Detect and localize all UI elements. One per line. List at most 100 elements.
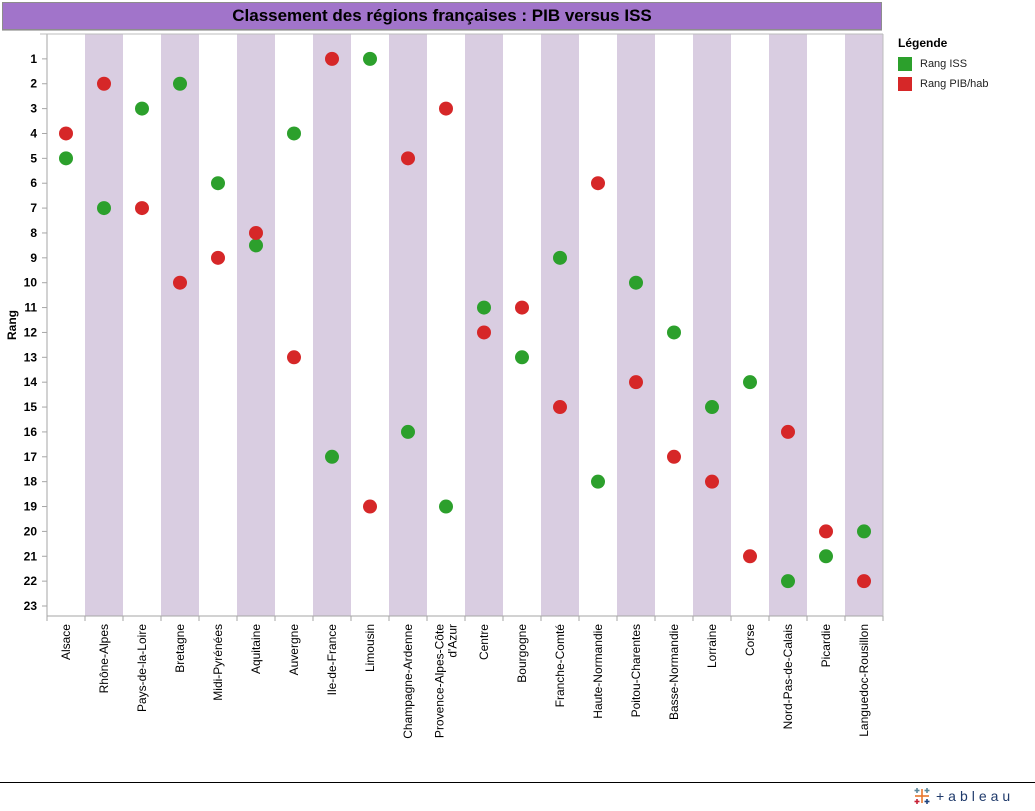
point-rang-pib[interactable] [743, 549, 757, 564]
x-tick-label-line: Provence-Alpes-Côte [433, 624, 447, 738]
chart-title: Classement des régions françaises : PIB … [232, 6, 652, 25]
point-rang-pib[interactable] [363, 499, 377, 514]
x-tick-label: Provence-Alpes-Côte d'Azur [433, 624, 460, 738]
point-rang-iss[interactable] [667, 325, 681, 340]
y-tick-label: 6 [30, 176, 37, 190]
y-tick-label: 10 [24, 276, 38, 290]
point-rang-pib[interactable] [59, 126, 73, 141]
point-rang-iss[interactable] [97, 201, 111, 216]
y-tick-label: 18 [24, 475, 38, 489]
column-band [199, 34, 237, 616]
point-rang-iss[interactable] [173, 76, 187, 91]
x-tick-label: Picardie [819, 624, 833, 668]
x-tick-label-line: Poitou-Charentes [629, 624, 643, 717]
point-rang-iss[interactable] [819, 549, 833, 564]
y-tick-label: 22 [24, 574, 38, 588]
column-band [85, 34, 123, 616]
x-tick-label-line: Basse-Normandie [667, 624, 681, 720]
legend-item-iss[interactable]: Rang ISS [898, 54, 989, 74]
legend-label-pib: Rang PIB/hab [920, 78, 989, 90]
point-rang-iss[interactable] [705, 400, 719, 415]
x-tick-label: Bretagne [173, 624, 187, 673]
point-rang-iss[interactable] [857, 524, 871, 539]
point-rang-iss[interactable] [135, 101, 149, 116]
point-rang-iss[interactable] [553, 250, 567, 265]
column-band [123, 34, 161, 616]
x-tick-label-line: Picardie [819, 624, 833, 668]
point-rang-iss[interactable] [287, 126, 301, 141]
y-tick-label: 8 [30, 226, 37, 240]
column-band [503, 34, 541, 616]
point-rang-iss[interactable] [781, 574, 795, 589]
point-rang-pib[interactable] [781, 424, 795, 439]
point-rang-pib[interactable] [629, 375, 643, 390]
column-band [275, 34, 313, 616]
y-tick-label: 17 [24, 450, 38, 464]
y-tick-label: 23 [24, 599, 38, 613]
point-rang-iss[interactable] [629, 275, 643, 290]
point-rang-pib[interactable] [287, 350, 301, 365]
point-rang-pib[interactable] [401, 151, 415, 166]
point-rang-pib[interactable] [211, 250, 225, 265]
point-rang-pib[interactable] [705, 474, 719, 489]
point-rang-pib[interactable] [477, 325, 491, 340]
point-rang-iss[interactable] [439, 499, 453, 514]
x-tick-label: Franche-Comté [553, 624, 567, 708]
point-rang-iss[interactable] [743, 375, 757, 390]
point-rang-iss[interactable] [477, 300, 491, 315]
y-tick-label: 4 [30, 126, 37, 140]
point-rang-pib[interactable] [819, 524, 833, 539]
point-rang-pib[interactable] [591, 176, 605, 191]
x-tick-label: Ile-de-France [325, 624, 339, 696]
column-band [655, 34, 693, 616]
point-rang-pib[interactable] [325, 51, 339, 66]
x-tick-label-line: Auvergne [287, 624, 301, 676]
x-tick-label-line: Franche-Comté [553, 624, 567, 708]
column-band [541, 34, 579, 616]
x-tick-label-line: Haute-Normandie [591, 624, 605, 719]
column-band [161, 34, 199, 616]
y-tick-label: 15 [24, 400, 38, 414]
y-tick-label: 14 [24, 375, 38, 389]
x-tick-label-line: Alsace [59, 624, 73, 660]
column-band [731, 34, 769, 616]
y-tick-label: 21 [24, 549, 38, 563]
point-rang-pib[interactable] [857, 574, 871, 589]
x-tick-label-line: Nord-Pas-de-Calais [781, 624, 795, 729]
point-rang-iss[interactable] [401, 424, 415, 439]
x-tick-label: Alsace [59, 624, 73, 660]
legend-item-pib[interactable]: Rang PIB/hab [898, 74, 989, 94]
point-rang-iss[interactable] [249, 238, 263, 253]
point-rang-pib[interactable] [135, 201, 149, 216]
tableau-logo[interactable]: +ableau [912, 786, 1014, 806]
x-tick-label-line: Lorraine [705, 624, 719, 668]
point-rang-pib[interactable] [667, 449, 681, 464]
point-rang-pib[interactable] [97, 76, 111, 91]
x-tick-label: Centre [477, 624, 491, 660]
point-rang-pib[interactable] [173, 275, 187, 290]
x-tick-label: Auvergne [287, 624, 301, 676]
y-tick-label: 7 [30, 201, 37, 215]
x-tick-label: Lorraine [705, 624, 719, 668]
point-rang-iss[interactable] [515, 350, 529, 365]
y-tick-label: 3 [30, 102, 37, 116]
point-rang-pib[interactable] [553, 400, 567, 415]
point-rang-iss[interactable] [591, 474, 605, 489]
point-rang-pib[interactable] [439, 101, 453, 116]
x-tick-label: Champagne-Ardenne [401, 624, 415, 739]
point-rang-iss[interactable] [363, 51, 377, 66]
column-band [769, 34, 807, 616]
legend-title: Légende [898, 36, 948, 50]
x-tick-label-line: Ile-de-France [325, 624, 339, 696]
point-rang-iss[interactable] [325, 449, 339, 464]
x-tick-label: Nord-Pas-de-Calais [781, 624, 795, 729]
x-tick-label-line: Bourgogne [515, 624, 529, 683]
axes [40, 33, 884, 621]
point-rang-iss[interactable] [59, 151, 73, 166]
point-rang-pib[interactable] [249, 225, 263, 240]
x-tick-label: Poitou-Charentes [629, 624, 643, 717]
point-rang-iss[interactable] [211, 176, 225, 191]
point-rang-pib[interactable] [515, 300, 529, 315]
y-tick-label: 11 [24, 301, 37, 315]
